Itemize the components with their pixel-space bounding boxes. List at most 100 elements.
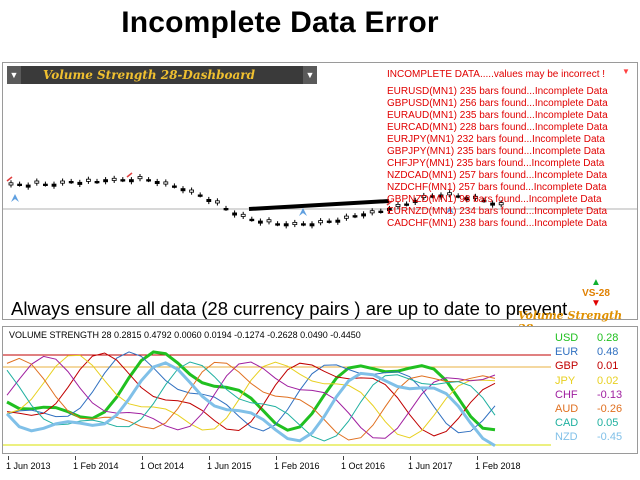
- axis-tick-label: 1 Jun 2013: [6, 461, 51, 471]
- candle-body: [240, 213, 246, 217]
- axis-tick-label: 1 Jun 2017: [408, 461, 453, 471]
- candle-body: [86, 178, 91, 182]
- legend-currency: NZD: [555, 431, 578, 444]
- legend-currency: JPY: [555, 374, 576, 387]
- axis-tick: [276, 456, 277, 460]
- candle-body: [223, 207, 229, 211]
- legend-row: GBP 0.01: [555, 359, 635, 373]
- candle-body: [490, 202, 496, 206]
- vs28-label: VS-28: [582, 288, 610, 299]
- candle-body: [369, 210, 375, 214]
- dashboard-bar[interactable]: ▼ Volume Strength 28-Dashboard ▼: [7, 66, 317, 84]
- candle-body: [120, 179, 126, 182]
- candlestick-series: [3, 172, 637, 229]
- blue-arrow-icon: [11, 194, 19, 202]
- warning-line: NZDCAD(MN1) 257 bars found...Incomplete …: [387, 170, 608, 181]
- candle-body: [249, 218, 255, 222]
- candle-body: [498, 202, 504, 206]
- legend-row: USD 0.28: [555, 331, 635, 345]
- blue-arrow-icon: [299, 208, 307, 216]
- legend-value: -0.45: [597, 431, 623, 444]
- candle-body: [25, 184, 31, 188]
- candle-body: [68, 181, 74, 184]
- candle-body: [77, 181, 83, 185]
- candle-body: [171, 185, 177, 188]
- candle-body: [429, 195, 435, 198]
- legend-currency: USD: [555, 332, 579, 344]
- warning-line: GBPUSD(MN1) 256 bars found...Incomplete …: [387, 98, 608, 109]
- blue-arrow-icon: [446, 206, 454, 214]
- strength-line-gbp: [6, 352, 496, 437]
- candle-body: [51, 183, 57, 187]
- candle-body: [318, 220, 324, 224]
- strength-line-aud: [6, 357, 496, 441]
- explanation-note: Always ensure all data (28 currency pair…: [11, 297, 611, 319]
- candle-body: [163, 181, 169, 185]
- candle-body: [8, 182, 14, 186]
- candle-body: [395, 203, 401, 207]
- strength-line-nzd: [5, 361, 496, 447]
- warning-line: CHFJPY(MN1) 235 bars found...Incomplete …: [387, 158, 605, 169]
- warning-line: EURJPY(MN1) 232 bars found...Incomplete …: [387, 134, 605, 145]
- dashboard-collapse-icon[interactable]: ▼: [303, 66, 317, 84]
- legend-value: -0.13: [597, 388, 623, 401]
- candle-body: [103, 179, 108, 183]
- warning-line: EURUSD(MN1) 235 bars found...Incomplete …: [387, 86, 608, 97]
- candle-body: [137, 176, 143, 180]
- warning-heading: INCOMPLETE DATA.....values may be incorr…: [387, 69, 606, 80]
- candle-body: [232, 212, 238, 216]
- candle-body: [464, 197, 470, 201]
- currency-legend: USD 0.28 EUR 0.48 GBP 0.01 JPY 0.02 CHF -0.13 AUD -…: [555, 331, 635, 445]
- candle-body: [257, 220, 263, 224]
- axis-tick: [343, 456, 344, 460]
- legend-value: 0.28: [597, 332, 619, 344]
- legend-row: NZD -0.45: [555, 430, 635, 444]
- candle-body: [335, 219, 341, 223]
- red-marker-icon: [126, 172, 133, 178]
- strength-indicator-panel[interactable]: VOLUME STRENGTH 28 0.2815 0.4792 0.0060 …: [2, 326, 638, 454]
- candle-body: [343, 215, 349, 219]
- legend-row: AUD -0.26: [555, 402, 635, 416]
- candle-body: [283, 223, 289, 227]
- candle-body: [266, 219, 272, 223]
- candle-body: [129, 179, 134, 183]
- legend-currency: CHF: [555, 388, 578, 401]
- dashboard-title: Volume Strength 28-Dashboard: [21, 66, 303, 84]
- legend-currency: CAD: [555, 417, 579, 430]
- candle-body: [455, 195, 461, 198]
- candle-body: [378, 210, 384, 214]
- pointer-line: [248, 199, 390, 211]
- candle-body: [352, 215, 358, 218]
- legend-value: 0.48: [597, 346, 619, 359]
- price-chart[interactable]: ▼ Volume Strength 28-Dashboard ▼ ▼ INCOM…: [2, 62, 638, 320]
- axis-tick: [8, 456, 9, 460]
- axis-tick: [142, 456, 143, 460]
- candle-body: [472, 195, 478, 199]
- warning-line: GBPNZD(MN1) 98 bars found...Incomplete D…: [387, 194, 602, 205]
- candle-body: [197, 194, 203, 197]
- warning-line: EURCAD(MN1) 228 bars found...Incomplete …: [387, 122, 608, 133]
- legend-row: CAD 0.05: [555, 416, 635, 430]
- warning-line: GBPJPY(MN1) 235 bars found...Incomplete …: [387, 146, 605, 157]
- candle-body: [146, 179, 152, 182]
- candle-body: [154, 181, 160, 185]
- candle-body: [275, 223, 281, 226]
- axis-tick-label: 1 Feb 2014: [73, 461, 119, 471]
- candle-body: [481, 199, 487, 203]
- axis-tick-label: 1 Oct 2014: [140, 461, 185, 471]
- legend-value: 0.01: [597, 360, 619, 373]
- axis-tick: [75, 456, 76, 460]
- axis-tick: [410, 456, 411, 460]
- axis-tick-label: 1 Oct 2016: [341, 461, 386, 471]
- legend-row: JPY 0.02: [555, 374, 635, 388]
- candle-body: [438, 194, 444, 198]
- axis-tick-label: 1 Jun 2015: [207, 461, 252, 471]
- candle-body: [214, 200, 220, 204]
- axis-tick-label: 1 Feb 2018: [475, 461, 521, 471]
- vs28-signal: ▲ VS-28 ▼: [566, 278, 626, 309]
- dashboard-menu-icon[interactable]: ▼: [7, 66, 21, 84]
- candle-body: [292, 221, 298, 225]
- red-marker-icon: [6, 176, 13, 182]
- triangle-down-icon: ▼: [622, 67, 630, 76]
- candle-body: [60, 180, 65, 184]
